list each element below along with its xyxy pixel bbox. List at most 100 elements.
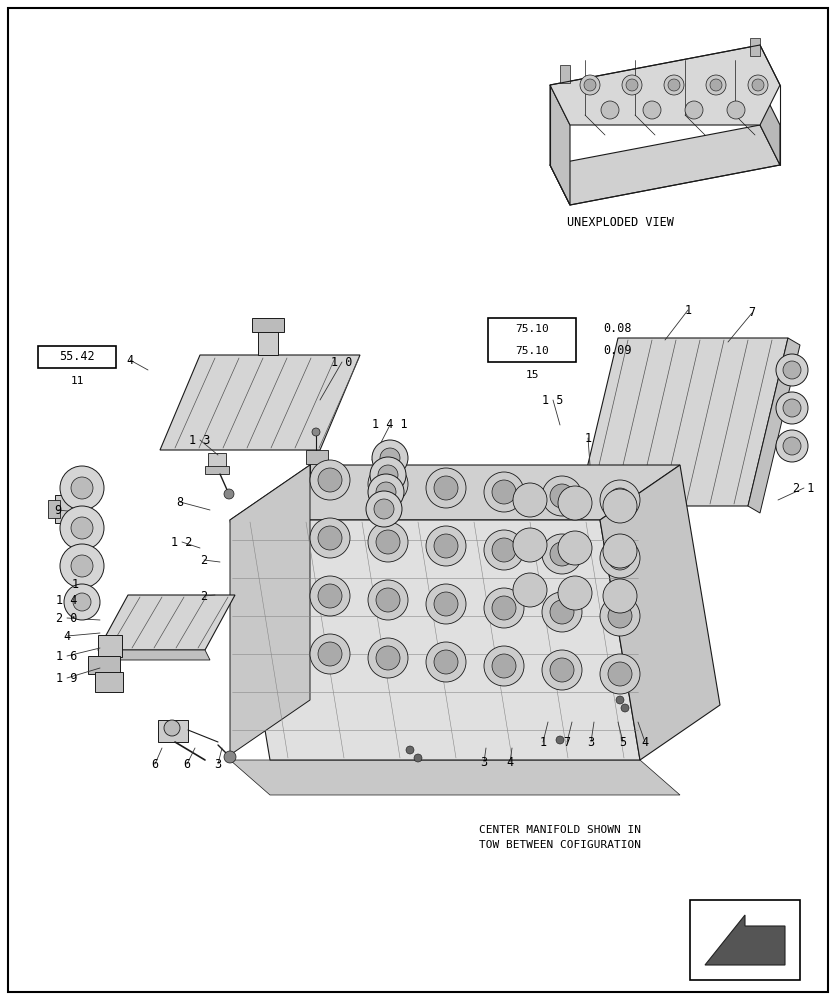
Bar (310, 462, 324, 482)
Circle shape (513, 528, 547, 562)
Circle shape (484, 588, 524, 628)
Circle shape (426, 584, 466, 624)
Circle shape (406, 746, 414, 754)
Circle shape (366, 491, 402, 527)
Circle shape (603, 534, 637, 568)
Bar (88, 656, 120, 674)
Polygon shape (550, 125, 780, 205)
Circle shape (434, 592, 458, 616)
Text: 1 5: 1 5 (543, 393, 563, 406)
Circle shape (376, 646, 400, 670)
Circle shape (71, 477, 93, 499)
Circle shape (710, 79, 722, 91)
Circle shape (378, 465, 398, 485)
Circle shape (513, 483, 547, 517)
Circle shape (318, 584, 342, 608)
Polygon shape (748, 338, 800, 513)
Text: 3: 3 (481, 756, 487, 768)
Polygon shape (98, 650, 210, 660)
Circle shape (542, 534, 582, 574)
Text: 7: 7 (748, 306, 756, 320)
Text: 1 0: 1 0 (331, 356, 353, 368)
Circle shape (513, 573, 547, 607)
Polygon shape (160, 355, 360, 450)
Circle shape (776, 392, 808, 424)
Circle shape (376, 588, 400, 612)
Text: 5: 5 (619, 736, 626, 748)
Polygon shape (230, 520, 640, 760)
Circle shape (426, 526, 466, 566)
Text: 0.08: 0.08 (604, 322, 632, 336)
Circle shape (727, 101, 745, 119)
Circle shape (60, 466, 104, 510)
Circle shape (426, 468, 466, 508)
Text: 2: 2 (201, 554, 207, 566)
Text: 2 1: 2 1 (793, 482, 815, 494)
Text: 75.10: 75.10 (515, 324, 549, 334)
Bar (690, 900, 800, 980)
Circle shape (414, 754, 422, 762)
Text: 1: 1 (685, 304, 691, 316)
Circle shape (224, 751, 236, 763)
Text: 11: 11 (70, 376, 84, 386)
Circle shape (224, 489, 234, 499)
Circle shape (600, 596, 640, 636)
Circle shape (64, 584, 100, 620)
Circle shape (556, 736, 564, 744)
Text: 1 4 1: 1 4 1 (372, 418, 408, 432)
Circle shape (372, 440, 408, 476)
Bar (560, 65, 570, 83)
Circle shape (318, 468, 342, 492)
Circle shape (434, 650, 458, 674)
Circle shape (608, 604, 632, 628)
Bar (38, 346, 116, 368)
Circle shape (752, 79, 764, 91)
Circle shape (484, 472, 524, 512)
Polygon shape (578, 338, 788, 506)
Circle shape (310, 460, 350, 500)
Text: 9: 9 (54, 504, 62, 516)
Bar (488, 318, 576, 362)
Circle shape (558, 576, 592, 610)
Text: 1 6: 1 6 (56, 650, 78, 662)
Circle shape (706, 75, 726, 95)
Circle shape (484, 530, 524, 570)
Circle shape (603, 489, 637, 523)
Text: 8: 8 (176, 495, 184, 508)
Polygon shape (230, 465, 680, 520)
Text: 1 2: 1 2 (171, 536, 192, 548)
Circle shape (492, 538, 516, 562)
Polygon shape (705, 915, 785, 965)
Text: CENTER MANIFOLD SHOWN IN: CENTER MANIFOLD SHOWN IN (479, 825, 641, 835)
Circle shape (376, 472, 400, 496)
Polygon shape (600, 465, 720, 760)
Circle shape (376, 482, 396, 502)
Circle shape (318, 642, 342, 666)
Bar (55, 495, 85, 523)
Circle shape (368, 580, 408, 620)
Bar (98, 635, 122, 657)
Circle shape (484, 646, 524, 686)
Circle shape (616, 696, 624, 704)
Circle shape (310, 518, 350, 558)
Circle shape (60, 506, 104, 550)
Circle shape (664, 75, 684, 95)
Text: 6: 6 (151, 758, 159, 770)
Polygon shape (230, 760, 680, 795)
Circle shape (558, 531, 592, 565)
Circle shape (626, 79, 638, 91)
Text: 0.09: 0.09 (604, 344, 632, 358)
Circle shape (776, 430, 808, 462)
Text: 2 0: 2 0 (56, 611, 78, 624)
Polygon shape (550, 45, 780, 125)
Text: 7: 7 (563, 736, 570, 748)
Circle shape (603, 579, 637, 613)
Circle shape (643, 101, 661, 119)
Circle shape (492, 480, 516, 504)
Circle shape (368, 522, 408, 562)
Text: 3: 3 (215, 758, 222, 770)
Polygon shape (230, 465, 310, 755)
Circle shape (434, 534, 458, 558)
Circle shape (668, 79, 680, 91)
Bar (158, 720, 188, 742)
